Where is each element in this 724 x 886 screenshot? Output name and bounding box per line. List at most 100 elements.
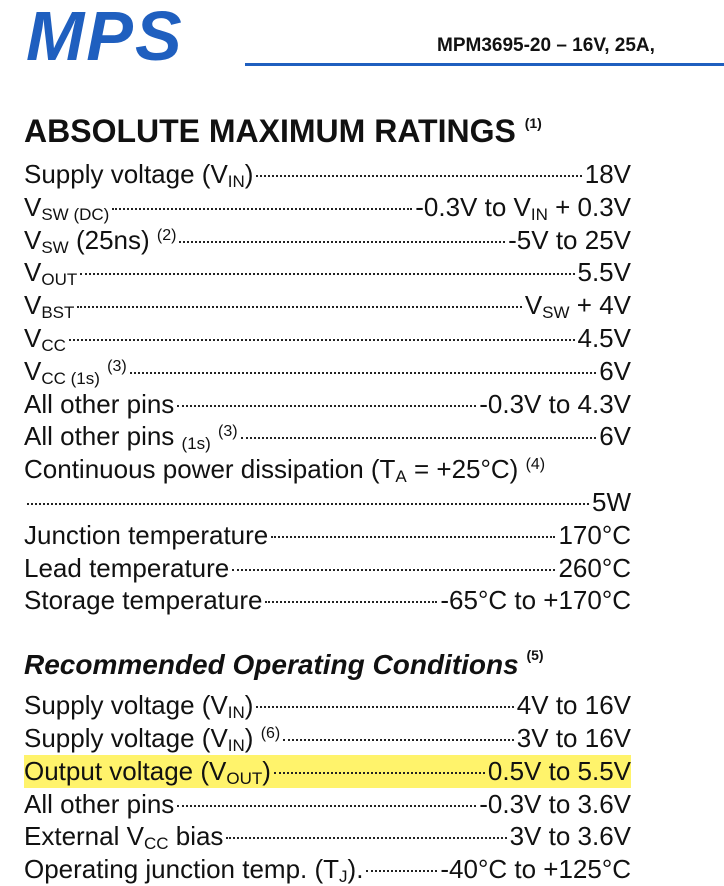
label-text: V	[24, 355, 42, 386]
label-text: bias	[168, 821, 224, 852]
value-text: 18V	[584, 159, 631, 189]
value-text: 5.5V	[577, 257, 632, 288]
label-text-sub: CC	[143, 834, 169, 854]
label-text: Operating junction temp. (T	[24, 854, 340, 885]
label-text: )	[244, 690, 254, 721]
label-text-sub: OUT	[41, 270, 78, 290]
leader-dots	[177, 804, 477, 807]
value-text: 6V	[599, 355, 631, 386]
rating-row: Lead temperature 260°C	[24, 552, 631, 585]
rating-row: VOUT 5.5V	[24, 256, 631, 289]
value-text: -0.3V to V	[415, 191, 531, 222]
label-text: External V	[24, 821, 144, 852]
label-text: V	[24, 290, 42, 321]
label-text: V	[24, 257, 42, 288]
section-title: ABSOLUTE MAXIMUM RATINGS (1)	[24, 100, 631, 154]
rating-value: -0.3V to VIN + 0.3V	[415, 191, 631, 224]
label-text: All other pins	[24, 421, 182, 452]
rating-label: External VCC bias	[24, 820, 223, 853]
leader-dots	[68, 338, 575, 341]
rating-list: Supply voltage (VIN) 18V VSW (DC) -0.3V to …	[24, 158, 631, 617]
leader-dots	[112, 207, 413, 210]
rating-label: VSW (DC)	[24, 191, 109, 224]
rating-value: 18V	[585, 158, 631, 191]
rating-row: Operating junction temp. (TJ). -40°C to +…	[24, 853, 631, 886]
value-text: 5W	[592, 486, 631, 517]
label-text: ).	[347, 854, 364, 885]
rating-label: All other pins (1s) (3)	[24, 420, 238, 453]
label-text-note: (4)	[525, 456, 546, 474]
value-text-sub: SW	[542, 303, 570, 323]
label-text-sub: SW (DC)	[41, 204, 110, 224]
label-text: Supply voltage (V	[24, 159, 228, 189]
label-text	[211, 421, 218, 451]
leader-dots	[177, 404, 477, 407]
leader-dots	[273, 771, 485, 774]
leader-dots	[256, 706, 514, 709]
label-text-sub: CC	[41, 335, 66, 355]
label-text-sub: IN	[227, 735, 245, 755]
leader-dots	[271, 535, 556, 538]
rating-value: 4V to 16V	[517, 689, 631, 722]
label-text-sub: CC (1s)	[41, 368, 100, 388]
value-text: 3V to 16V	[516, 722, 631, 753]
header-rule	[245, 63, 724, 66]
label-text: )	[244, 159, 254, 189]
leader-dots	[179, 240, 506, 243]
value-text: 170°C	[558, 519, 631, 550]
label-text-sub: J	[339, 867, 348, 886]
leader-dots	[80, 273, 575, 276]
rating-label: All other pins	[24, 388, 174, 421]
rating-row: Continuous power dissipation (TA = +25°C…	[24, 453, 631, 486]
value-text: -40°C to +125°C	[440, 854, 631, 885]
rating-label: Output voltage (VOUT)	[24, 755, 271, 788]
label-text-note: (3)	[107, 357, 127, 375]
label-text: Storage temperature	[24, 585, 263, 616]
rating-row: VCC (1s) (3) 6V	[24, 355, 631, 388]
rating-row: VSW (25ns) (2) -5V to 25V	[24, 224, 631, 257]
rating-value: -5V to 25V	[508, 224, 631, 257]
label-text: Output voltage (V	[24, 755, 227, 786]
label-text: V	[24, 322, 42, 353]
logo: MPS	[26, 0, 184, 75]
value-text: -65°C to +170°C	[440, 585, 631, 616]
rating-label: Supply voltage (VIN)	[24, 158, 253, 191]
value-text: 0.5V to 5.5V	[487, 755, 631, 786]
rating-value: 6V	[599, 355, 631, 388]
rating-value: 6V	[599, 420, 631, 453]
rating-label: Lead temperature	[24, 552, 229, 585]
rating-row: VCC 4.5V	[24, 322, 631, 355]
title-text: Recommended Operating Conditions	[24, 649, 527, 681]
label-text-sub: OUT	[226, 768, 263, 788]
value-text: -5V to 25V	[508, 224, 631, 255]
rating-value: 4.5V	[578, 322, 632, 355]
rating-label: VBST	[24, 289, 74, 322]
label-text: (25ns)	[68, 224, 157, 255]
rating-value: -0.3V to 4.3V	[479, 388, 631, 421]
leader-dots	[77, 306, 522, 309]
value-text: 260°C	[558, 552, 631, 583]
label-text: Lead temperature	[24, 552, 230, 583]
label-text-note: (3)	[218, 423, 238, 441]
label-text-sub: IN	[227, 172, 245, 191]
value-text: V	[524, 290, 543, 321]
rating-row: Output voltage (VOUT) 0.5V to 5.5V	[24, 754, 631, 788]
value-text: 3V to 3.6V	[509, 821, 631, 852]
value-text: -0.3V to 4.3V	[479, 388, 631, 419]
label-text: V	[24, 224, 42, 255]
label-text: All other pins	[24, 788, 175, 819]
rating-value: -40°C to +125°C	[440, 853, 631, 886]
rating-row: External VCC bias 3V to 3.6V	[24, 820, 631, 853]
rating-row: Junction temperature 170°C	[24, 519, 631, 552]
rating-label: Supply voltage (VIN)	[24, 689, 253, 722]
rating-row: All other pins (1s) (3) 6V	[24, 420, 631, 453]
leader-dots	[366, 870, 438, 873]
label-text: All other pins	[24, 388, 175, 419]
rating-label: Continuous power dissipation (TA = +25°C…	[24, 453, 545, 486]
label-text: Continuous power dissipation (T	[24, 454, 396, 485]
rating-label: VCC	[24, 322, 66, 355]
label-text: Supply voltage (V	[24, 690, 228, 721]
rating-value: 5W	[592, 486, 631, 519]
rating-list: Supply voltage (VIN) 4V to 16V Supply volt…	[24, 689, 631, 886]
